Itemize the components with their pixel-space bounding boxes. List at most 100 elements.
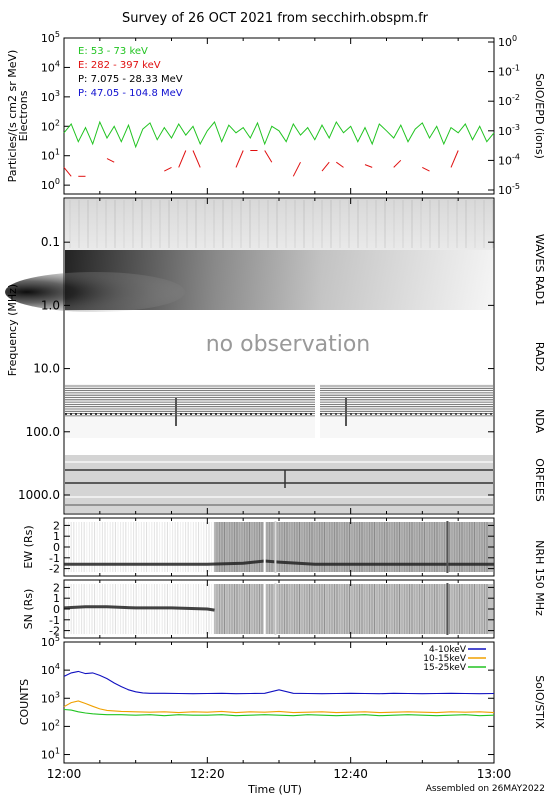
particles-ylabel: Particles/(s cm2 sr MeV) — [6, 50, 19, 183]
nrh-tick-label: 1 — [53, 592, 60, 605]
electron-282-397kev-segment — [63, 167, 72, 177]
stix-ylabel: COUNTS — [18, 679, 31, 725]
nda-label: NDA — [533, 409, 546, 434]
particles-frame — [63, 37, 495, 195]
waves-rad1-spectrogram — [5, 199, 494, 312]
no-observation-label: no observation — [206, 332, 371, 357]
nrh-tick-label: 1 — [53, 530, 60, 543]
electron-282-397kev-segment — [393, 159, 402, 168]
particles-right-tick-label: 10-2 — [498, 93, 520, 108]
assembled-date: Assembled on 26MAY2022 — [426, 784, 545, 794]
nrh-tick-label: 2 — [53, 519, 60, 532]
electron-282-397kev-segment — [235, 150, 244, 168]
particles-legend-item: P: 47.05 - 104.8 MeV — [78, 88, 183, 99]
nrh-tick-label: -1 — [49, 614, 60, 627]
particles-left-axis: 105 104 103 102 101 100 — [41, 30, 70, 192]
electron-282-397kev-segment — [336, 161, 344, 168]
stix-tick-label: 101 — [41, 747, 60, 762]
electron-282-397kev-segment — [164, 166, 172, 172]
epd-instrument-label: SolO/EPD (ions) — [533, 73, 546, 159]
electron-282-397kev-segment — [292, 161, 301, 177]
electron-282-397kev-segment — [264, 150, 273, 163]
frequency-panel: no observation 0.1 1.0 10.0 100.0 1000.0 Fre… — [5, 197, 546, 515]
nrh-dense-region — [214, 584, 493, 634]
particles-left-tick-label: 100 — [41, 177, 60, 192]
nrh-tick-label: 0 — [53, 541, 60, 554]
nrh-tick-label: 2 — [53, 581, 60, 594]
electron-53-73kev-line — [63, 120, 495, 149]
nda-spectrogram — [65, 384, 493, 438]
nrh-tick-label: 0 — [53, 603, 60, 616]
x-tick-label: 13:00 — [477, 767, 512, 781]
frequency-tick-label: 10.0 — [33, 362, 60, 376]
nrh-ew-ylabel: EW (Rs) — [22, 525, 35, 568]
nrh-sn-axis: 210-1-2 — [49, 581, 494, 638]
stix-line-10-15kev — [63, 700, 495, 714]
stix-legend-label: 15-25keV — [423, 663, 467, 673]
figure-title: Survey of 26 OCT 2021 from secchirh.obsp… — [122, 11, 429, 26]
stix-legend-label: 4-10keV — [429, 645, 467, 655]
stix-series — [63, 670, 495, 717]
x-tick-label: 12:20 — [190, 767, 225, 781]
frequency-tick-label: 1.0 — [41, 298, 60, 312]
particles-left-tick-label: 104 — [41, 59, 60, 74]
waves-rad1-label: WAVES RAD1 — [533, 234, 546, 306]
stix-tick-label: 104 — [41, 662, 60, 677]
stix-line-4-10kev — [63, 670, 495, 695]
particles-right-tick-label: 10-1 — [498, 64, 520, 79]
stix-line-15-25kev — [63, 708, 495, 717]
electron-282-397kev-segment — [364, 164, 373, 168]
particles-right-tick-label: 10-4 — [498, 152, 520, 167]
stix-tick-label: 103 — [41, 690, 60, 705]
particles-left-tick-label: 101 — [41, 148, 60, 163]
stix-legend-label: 10-15keV — [423, 654, 467, 664]
rad2-label: RAD2 — [533, 342, 546, 372]
orfees-label: ORFEES — [533, 458, 546, 502]
particles-legend-item: E: 282 - 397 keV — [78, 60, 161, 71]
nrh-source-track — [63, 605, 215, 612]
time-axis: 12:00 12:20 12:40 13:00 — [47, 38, 512, 781]
time-axis-label: Time (UT) — [247, 783, 302, 796]
particles-series — [63, 120, 495, 177]
particles-right-tick-label: 100 — [498, 34, 517, 49]
particles-legend: E: 53 - 73 keV E: 282 - 397 keV P: 7.075 -… — [78, 46, 183, 99]
stix-instrument-label: SolO/STIX — [533, 675, 546, 729]
electron-282-397kev-segment — [178, 150, 187, 168]
x-tick-label: 12:00 — [47, 767, 82, 781]
particles-right-tick-label: 10-5 — [498, 182, 520, 197]
particles-legend-item: P: 7.075 - 28.33 MeV — [78, 74, 183, 85]
stix-tick-label: 105 — [41, 634, 60, 649]
orfees-spectrogram — [65, 455, 493, 513]
nrh-tick-label: -2 — [49, 625, 60, 638]
electron-282-397kev-segment — [422, 166, 430, 172]
stix-axis: 105 104 103 102 101 — [41, 634, 494, 762]
x-tick-label: 12:40 — [333, 767, 368, 781]
particles-ylabel-electrons: Electrons — [17, 90, 30, 141]
nrh-ew-panel: 210-1-2 EW (Rs) — [22, 517, 495, 577]
particles-right-tick-label: 10-3 — [498, 123, 520, 138]
frequency-axis: 0.1 1.0 10.0 100.0 1000.0 — [18, 235, 494, 502]
frequency-tick-label: 0.1 — [41, 235, 60, 249]
nrh-instrument-label: NRH 150 MHz — [533, 540, 546, 616]
particles-legend-item: E: 53 - 73 keV — [78, 46, 148, 57]
electron-282-397kev-segment — [106, 158, 115, 163]
electron-282-397kev-segment — [321, 161, 330, 172]
nrh-tick-label: -2 — [49, 563, 60, 576]
electron-282-397kev-segment — [192, 150, 201, 168]
frequency-tick-label: 100.0 — [26, 425, 60, 439]
particles-right-axis: 100 10-1 10-2 10-3 10-4 10-5 — [488, 34, 520, 197]
particles-left-tick-label: 102 — [41, 118, 60, 133]
particles-left-tick-label: 103 — [41, 89, 60, 104]
nrh-sn-ylabel: SN (Rs) — [22, 589, 35, 630]
nrh-ew-axis: 210-1-2 — [49, 519, 494, 576]
particles-left-tick-label: 105 — [41, 30, 60, 45]
nrh-sn-panel: 210-1-2 SN (Rs) — [22, 579, 495, 639]
stix-frame — [63, 641, 495, 764]
nrh-tick-label: -1 — [49, 552, 60, 565]
frequency-ylabel: Frequency (MHz) — [6, 284, 19, 376]
frequency-tick-label: 1000.0 — [18, 488, 60, 502]
